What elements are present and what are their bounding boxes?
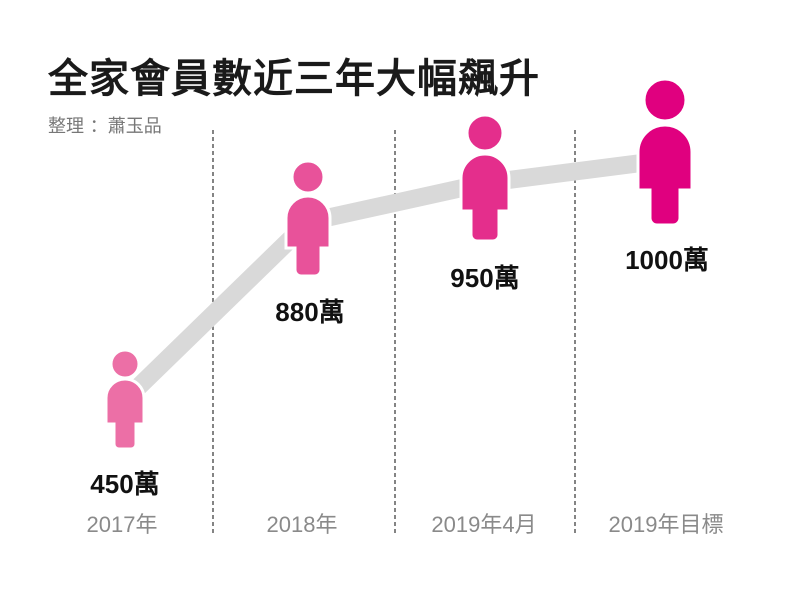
person-icon-2018 [284, 159, 332, 278]
person-icon-2019-apr [459, 113, 511, 243]
category-label-2018: 2018年 [266, 512, 338, 537]
trend-line [118, 151, 667, 407]
category-label-2017: 2017年 [86, 512, 158, 537]
category-dividers [212, 130, 576, 535]
person-icon-2019-goal [636, 77, 694, 227]
value-label-2018: 880萬 [275, 297, 345, 327]
value-label-2019-goal: 1000萬 [625, 245, 709, 275]
category-label-2019-goal: 2019年目標 [608, 512, 724, 537]
value-label-2019-apr: 950萬 [450, 263, 520, 293]
category-label-2019-apr: 2019年4月 [431, 512, 537, 537]
chart-credit: 整理 ：蕭玉品 [48, 116, 162, 137]
person-icon-2017 [104, 348, 146, 451]
chart-title: 全家會員數近三年大幅飆升 [48, 56, 540, 102]
value-label-2017: 450萬 [90, 469, 160, 499]
